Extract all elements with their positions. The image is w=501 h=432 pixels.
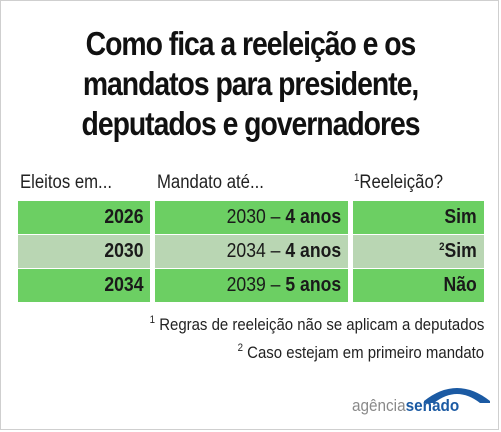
column-header-reelection: 1Reeleição?: [354, 172, 443, 194]
agencia-senado-logo: agênciasenado: [352, 381, 492, 419]
page-title: Como fica a reeleição e os mandatos para…: [35, 24, 466, 144]
table-row: 2030 2034 – 4 anos 2Sim: [18, 235, 484, 268]
cell-reelection: Sim: [353, 201, 484, 234]
column-header-elected: Eleitos em...: [20, 172, 113, 193]
footnote-marker: 2: [439, 241, 445, 253]
cell-term: 2030 – 4 anos: [155, 201, 348, 234]
title-line-2: mandatos para presidente,: [82, 65, 419, 102]
title-line-1: Como fica a reeleição e os: [85, 25, 417, 62]
logo-arc-icon: [424, 388, 490, 403]
logo-wordmark: agênciasenado: [352, 396, 460, 415]
cell-elected: 2034: [18, 269, 150, 302]
footnote-1: 1 Regras de reeleição não se aplicam a d…: [149, 314, 485, 334]
cell-reelection: 2Sim: [353, 235, 484, 268]
footnote-2: 2 Caso estejam em primeiro mandato: [237, 342, 484, 362]
title-line-3: deputados e governadores: [81, 105, 421, 142]
cell-elected: 2030: [18, 235, 150, 268]
cell-term: 2034 – 4 anos: [155, 235, 348, 268]
cell-elected: 2026: [18, 201, 150, 234]
cell-reelection: Não: [353, 269, 484, 302]
table-row: 2026 2030 – 4 anos Sim: [18, 201, 484, 234]
table-row: 2034 2039 – 5 anos Não: [18, 269, 484, 302]
footnote-marker: 1: [354, 172, 360, 184]
cell-term: 2039 – 5 anos: [155, 269, 348, 302]
column-header-term: Mandato até...: [157, 172, 264, 193]
column-header-reelection-label: Reeleição?: [359, 172, 444, 193]
